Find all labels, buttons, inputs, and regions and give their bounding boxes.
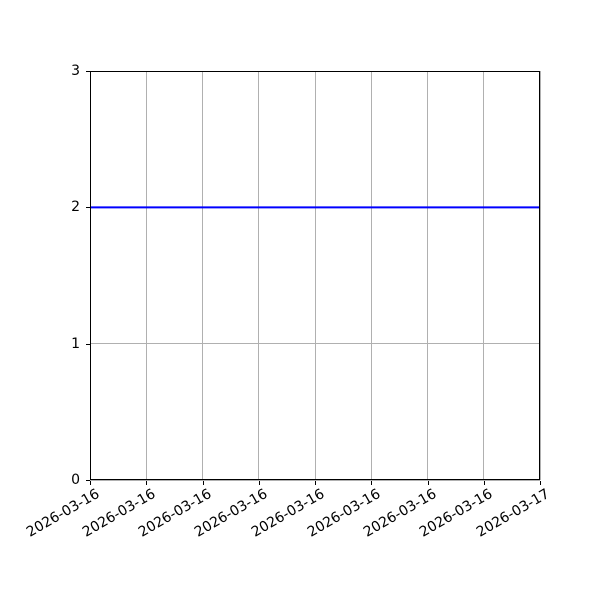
x-tick-mark [202, 481, 204, 485]
x-tick-mark [371, 481, 373, 485]
y-tick-mark [86, 343, 90, 345]
series-plot [90, 206, 540, 209]
y-tick-label: 2 [71, 199, 80, 216]
x-tick-mark [258, 481, 260, 485]
y-tick-mark [86, 71, 90, 72]
x-tick-mark [146, 481, 148, 485]
x-gridline [145, 71, 147, 480]
x-tick-mark [540, 481, 541, 485]
x-gridline [483, 71, 485, 480]
y-tick-label: 3 [71, 63, 80, 79]
x-tick-mark [90, 481, 91, 485]
y-tick-mark [86, 207, 90, 209]
x-tick-mark [315, 481, 316, 485]
y-tick-mark [86, 480, 90, 481]
x-gridline [202, 71, 203, 480]
x-gridline [370, 71, 372, 480]
plot-area [89, 70, 541, 481]
x-tick-mark [427, 481, 429, 485]
y-gridline [90, 343, 540, 345]
x-gridline [539, 71, 541, 480]
x-tick-mark [483, 481, 485, 485]
x-gridline [427, 71, 428, 480]
y-tick-label: 0 [71, 472, 80, 488]
x-gridline [258, 71, 260, 480]
y-tick-label: 1 [71, 335, 80, 352]
x-gridline [314, 71, 316, 480]
y-gridline [90, 479, 540, 481]
